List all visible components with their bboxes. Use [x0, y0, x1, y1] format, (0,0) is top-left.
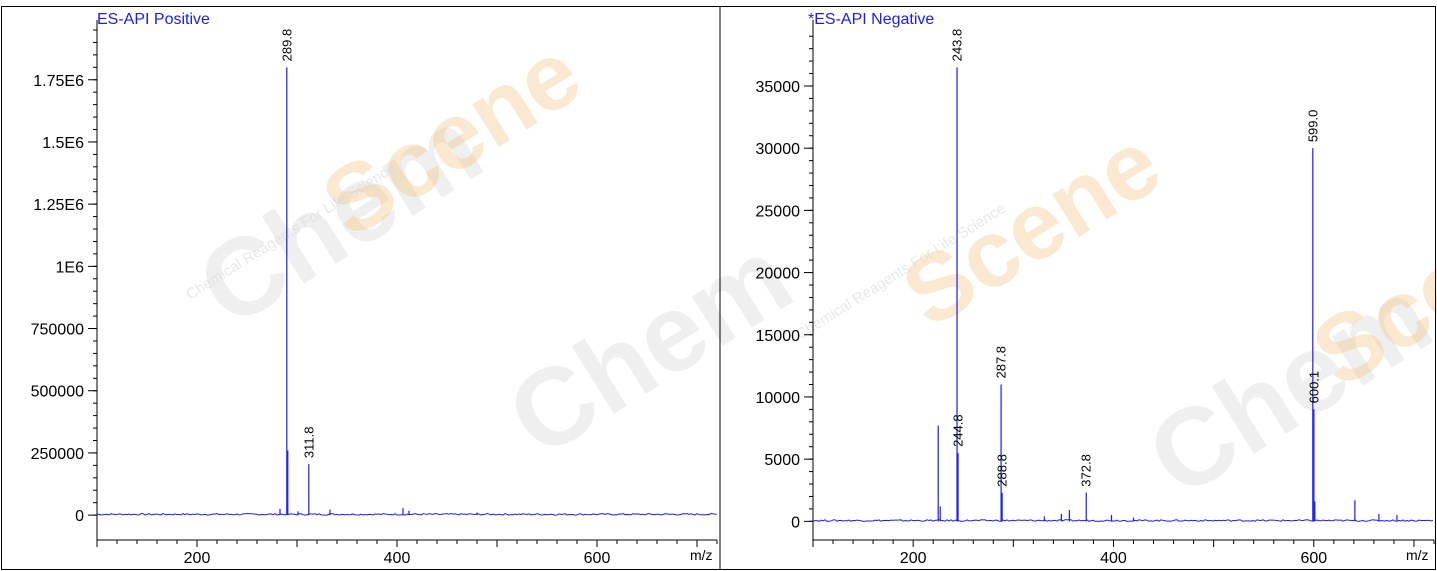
chart-title: ES-API Positive [97, 11, 210, 28]
peak-label: 287.8 [994, 346, 1009, 379]
chemscene-watermark: Chem Scene Chemical Reagents For Life Sc… [178, 20, 1437, 521]
watermark-brand-left-2: Chem [488, 214, 812, 480]
y-tick-label: 30000 [756, 141, 801, 158]
y-tick-label: 0 [791, 514, 800, 531]
chart-title: *ES-API Negative [808, 11, 934, 28]
x-tick-label: 600 [584, 550, 611, 567]
peak-label: 600.1 [1306, 371, 1321, 404]
y-tick-label: 1.25E6 [33, 197, 84, 214]
y-tick-label: 750000 [31, 322, 84, 339]
peak-label: 311.8 [301, 427, 316, 459]
y-tick-label: 5000 [764, 452, 800, 469]
y-tick-label: 10000 [756, 390, 801, 407]
figure-frame [1, 6, 1436, 570]
y-tick-label: 15000 [756, 328, 801, 345]
x-axis-unit: m/z [690, 547, 713, 563]
peak-label: 289.8 [279, 29, 294, 62]
spectrum-baseline [96, 512, 718, 516]
y-tick-label: 25000 [756, 203, 801, 220]
y-tick-label: 1.5E6 [42, 135, 84, 152]
x-tick-label: 200 [900, 550, 927, 567]
peak-label: 244.8 [951, 414, 966, 447]
negative-mode-panel: *ES-API Negative 0 5000 10000 15000 20000 2500… [756, 11, 1435, 567]
peak-label: 599.0 [1305, 110, 1320, 143]
watermark-brand-right-2: Scene [885, 110, 1179, 348]
y-tick-label: 1E6 [56, 259, 85, 276]
peak-label: 288.8 [995, 454, 1010, 487]
positive-mode-panel: ES-API Positive 0 250000 500000 750000 1E6 1.2… [31, 11, 718, 567]
y-tick-label: 20000 [756, 266, 801, 283]
x-axis-unit: m/z [1406, 547, 1429, 563]
y-tick-label: 250000 [31, 446, 84, 463]
y-tick-label: 500000 [31, 384, 84, 401]
x-tick-label: 600 [1300, 550, 1327, 567]
peak-label: 243.8 [950, 29, 965, 62]
x-tick-label: 400 [1100, 550, 1127, 567]
y-tick-label: 1.75E6 [33, 73, 84, 90]
x-tick-label: 400 [384, 550, 411, 567]
spectrum-baseline [812, 519, 1434, 522]
x-tick-label: 200 [184, 550, 211, 567]
y-tick-label: 35000 [756, 79, 801, 96]
peak-label: 372.8 [1079, 454, 1094, 487]
y-tick-label: 0 [75, 508, 84, 525]
